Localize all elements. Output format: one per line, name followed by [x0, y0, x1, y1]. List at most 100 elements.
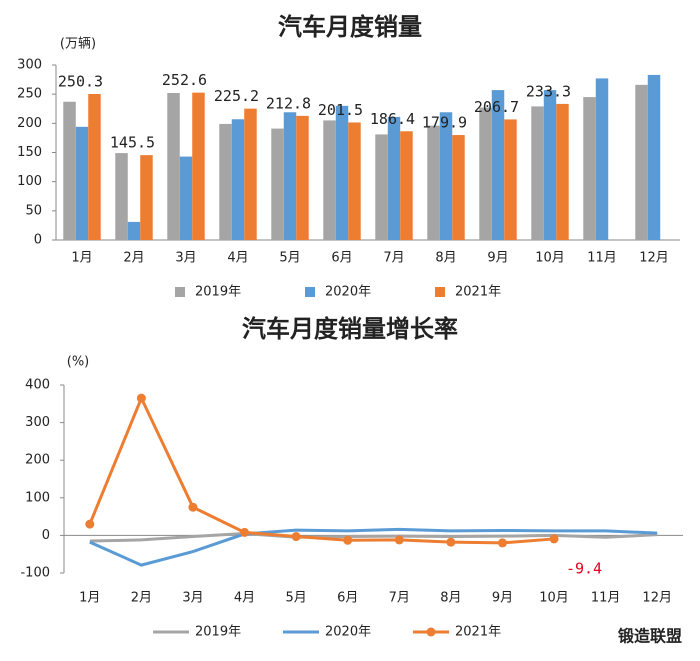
data-label: 212.8 [266, 94, 311, 112]
x-tick-label: 7月 [383, 251, 404, 266]
bar [595, 78, 609, 241]
data-label: 206.7 [474, 98, 519, 116]
x-tick-label: 9月 [487, 251, 508, 266]
data-label: 179.9 [422, 114, 467, 132]
x-tick-label: 6月 [331, 251, 352, 266]
y-tick-label: 300 [25, 415, 50, 430]
bar [296, 115, 309, 240]
x-tick-label: 12月 [642, 591, 672, 606]
legend-marker [426, 627, 436, 637]
bar [400, 131, 413, 240]
bar [75, 126, 89, 240]
x-tick-label: 11月 [587, 251, 617, 266]
bar [387, 116, 401, 240]
y-tick-label: 250 [17, 87, 42, 102]
bar [167, 93, 180, 240]
line-series [89, 527, 658, 567]
y-axis-label: (万辆) [60, 37, 96, 52]
legend-label: 2019年 [195, 625, 241, 640]
data-label: 252.6 [162, 71, 207, 89]
x-tick-label: 3月 [175, 251, 196, 266]
point [85, 519, 95, 529]
data-label: 225.2 [214, 87, 259, 105]
data-label: -9.4 [566, 559, 602, 577]
logo: 锻造联盟 [618, 627, 682, 646]
bar [231, 119, 245, 240]
y-axis-label: (%) [67, 355, 90, 370]
legend-swatch [435, 287, 445, 297]
bar [543, 90, 557, 240]
data-label: 233.3 [526, 82, 571, 100]
y-tick-label: -100 [20, 566, 50, 581]
x-tick-label: 10月 [539, 591, 569, 606]
bar [63, 101, 76, 240]
legend-label: 2020年 [325, 285, 371, 300]
y-tick-label: 0 [42, 528, 50, 543]
point [446, 537, 456, 547]
bar [192, 92, 205, 241]
x-tick-label: 11月 [591, 591, 621, 606]
point [240, 527, 250, 537]
y-tick-label: 150 [17, 145, 42, 160]
data-label: 186.4 [370, 110, 415, 128]
x-tick-label: 6月 [337, 591, 358, 606]
y-tick-label: 400 [25, 378, 50, 393]
point [549, 534, 559, 544]
point [497, 538, 507, 548]
bar [427, 125, 440, 240]
x-tick-label: 3月 [182, 591, 203, 606]
y-tick-label: 200 [17, 116, 42, 131]
bar [348, 122, 361, 240]
bar [635, 84, 648, 240]
bar [335, 105, 349, 240]
bar [88, 93, 101, 240]
bar [179, 156, 193, 240]
legend-swatch [175, 287, 185, 297]
point [394, 535, 404, 545]
y-tick-label: 100 [25, 490, 50, 505]
y-tick-label: 0 [34, 233, 42, 248]
line-series [88, 394, 555, 545]
point [291, 532, 301, 542]
y-tick-label: 50 [25, 203, 42, 218]
x-tick-label: 2月 [131, 591, 152, 606]
bar [127, 221, 141, 240]
bar [140, 155, 153, 240]
x-tick-label: 8月 [435, 251, 456, 266]
bar [479, 107, 492, 240]
legend-label: 2021年 [455, 625, 501, 640]
bar [556, 103, 569, 241]
bar [283, 112, 297, 240]
point [136, 393, 146, 403]
bar [375, 134, 388, 240]
point [343, 535, 353, 545]
legend-label: 2021年 [455, 285, 501, 300]
data-label: 250.3 [58, 72, 103, 90]
bar [244, 108, 257, 240]
x-tick-label: 1月 [79, 591, 100, 606]
bar [439, 112, 453, 240]
x-tick-label: 7月 [389, 591, 410, 606]
bar [271, 128, 284, 240]
chart-title: 汽车月度销量增长率 [242, 315, 458, 343]
legend-label: 2019年 [195, 285, 241, 300]
x-tick-label: 5月 [285, 591, 306, 606]
bar [115, 153, 128, 240]
x-tick-label: 2月 [123, 251, 144, 266]
x-tick-label: 9月 [492, 591, 513, 606]
bar [219, 123, 232, 240]
x-tick-label: 10月 [535, 251, 565, 266]
x-tick-label: 1月 [71, 251, 92, 266]
point [188, 502, 198, 512]
bar [504, 119, 517, 240]
legend-label: 2020年 [325, 625, 371, 640]
legend-swatch [305, 287, 315, 297]
data-label: 145.5 [110, 134, 155, 152]
y-tick-label: 300 [17, 58, 42, 73]
x-tick-label: 8月 [440, 591, 461, 606]
bar [491, 90, 505, 240]
bar [323, 120, 336, 240]
x-tick-label: 5月 [279, 251, 300, 266]
x-tick-label: 12月 [639, 251, 669, 266]
